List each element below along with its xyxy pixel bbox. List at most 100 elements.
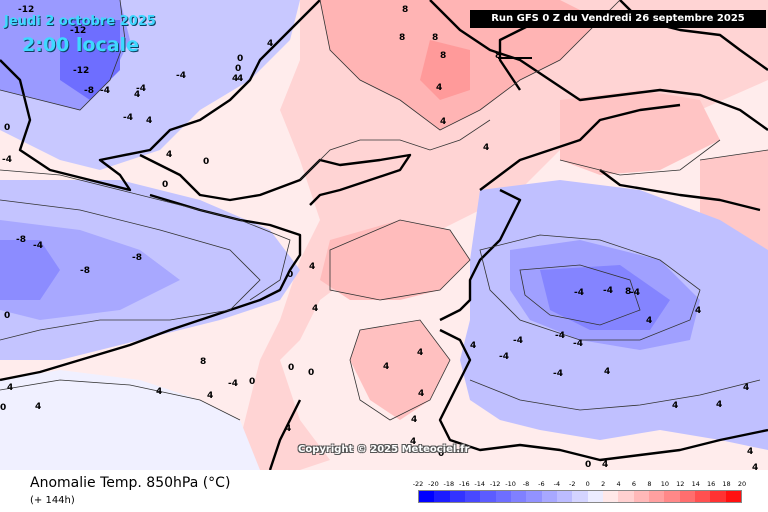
contour-label: 4: [35, 402, 41, 412]
color-scale-swatch: [419, 491, 435, 502]
color-scale-swatch: [510, 491, 527, 502]
color-scale-swatch: [434, 491, 450, 502]
contour-label: 4: [285, 424, 291, 434]
color-scale-tick-label: 2: [601, 480, 606, 488]
contour-label: 4: [383, 362, 389, 372]
run-banner: Run GFS 0 Z du Vendredi 26 septembre 202…: [470, 10, 766, 28]
contour-label: 4: [695, 306, 701, 316]
contour-label: 8: [440, 51, 446, 61]
contour-label: 4: [470, 341, 476, 351]
contour-label: -4: [573, 339, 583, 349]
coastlines: [0, 0, 768, 470]
map-title: Anomalie Temp. 850hPa (°C): [30, 475, 231, 491]
cold-anomaly-zones: [0, 0, 768, 470]
contour-label: 0: [235, 64, 241, 74]
copyright-notice: Copyright © 2025 Meteociel.fr: [298, 444, 470, 455]
color-scale-tick-label: -2: [569, 480, 576, 488]
color-scale-swatch: [602, 491, 619, 502]
color-scale-tick-label: -10: [505, 480, 516, 488]
contour-label: 4: [716, 400, 722, 410]
color-scale-swatch: [648, 491, 665, 502]
color-scale-tick-label: -8: [522, 480, 530, 488]
contour-label: 0: [308, 368, 314, 378]
contour-label: -12: [70, 26, 86, 36]
contour-label: 4: [417, 348, 423, 358]
color-scale-tick-label: 20: [737, 480, 747, 488]
contour-label: 4: [7, 383, 13, 393]
color-scale-swatch: [526, 491, 542, 502]
contour-label: -12: [73, 66, 89, 76]
color-scale-bar: [418, 490, 742, 503]
contour-label: 0: [4, 123, 10, 133]
color-scale-swatch: [556, 491, 573, 502]
contour-label: 4: [309, 262, 315, 272]
color-scale-tick-label: -14: [474, 480, 486, 488]
contour-label: 0: [585, 460, 591, 470]
contour-label: 8: [625, 287, 631, 297]
color-scale-tick-label: -4: [553, 480, 561, 488]
color-scale-swatch: [725, 491, 741, 502]
contour-label: 4: [418, 389, 424, 399]
color-scale-tick-label: 8: [647, 480, 652, 488]
contour-label: -4: [603, 286, 613, 296]
contour-label: 4: [483, 143, 489, 153]
color-scale-tick-label: 12: [676, 480, 685, 488]
contour-label: 8: [399, 33, 405, 43]
contour-label: -4: [100, 86, 110, 96]
contour-label: 0: [203, 157, 209, 167]
contour-label: -4: [176, 71, 186, 81]
contour-label: 0: [438, 449, 444, 459]
contour-label: -4: [553, 369, 563, 379]
contour-label: 0: [162, 180, 168, 190]
contour-label: 0: [287, 270, 293, 280]
color-scale-swatch: [587, 491, 603, 502]
forecast-date: Jeudi 2 octobre 2025: [4, 14, 156, 29]
color-scale-legend: -22 -20 -18 -16 -14 -12 -10 -8 -6 -4 -2 0 2 4 6 8 10 12 14…: [412, 480, 750, 508]
contour-label: 4: [436, 83, 442, 93]
contour-label: 0: [4, 311, 10, 321]
color-scale-swatch: [618, 491, 634, 502]
contour-label: 4: [166, 150, 172, 160]
forecast-time: 2:00 locale: [22, 34, 139, 56]
color-scale-tick-label: 16: [707, 480, 716, 488]
contour-label: -4: [33, 241, 43, 251]
color-scale-swatch: [633, 491, 649, 502]
warm-anomaly-zones: [240, 0, 768, 470]
color-scale-tick-label: 10: [660, 480, 669, 488]
color-scale-swatch: [664, 491, 680, 502]
color-scale-tick-label: 6: [631, 480, 637, 488]
contour-label: 4: [134, 90, 140, 100]
color-scale-tick-label: -12: [489, 480, 501, 488]
contour-label: -4: [555, 331, 565, 341]
contour-label: 4: [743, 383, 749, 393]
contour-label: 0: [0, 403, 6, 413]
color-scale-swatch: [495, 491, 511, 502]
contour-label: 8: [200, 357, 206, 367]
contour-label: 4: [646, 316, 652, 326]
color-scale-tick-label: 4: [616, 480, 621, 488]
color-scale-swatch: [541, 491, 557, 502]
contour-label: -4: [123, 113, 133, 123]
color-scale-tick-label: -22: [412, 480, 424, 488]
contour-label: 4: [156, 387, 162, 397]
contour-label: 4: [207, 391, 213, 401]
color-scale-swatch: [464, 491, 481, 502]
color-scale-tick-label: 14: [691, 480, 700, 488]
color-scale-tick-label: -18: [443, 480, 455, 488]
color-scale-swatch: [572, 491, 588, 502]
color-scale-tick-label: 18: [722, 480, 731, 488]
color-scale-swatch: [694, 491, 711, 502]
contour-label: 4: [312, 304, 318, 314]
contour-label: 8: [402, 5, 408, 15]
color-scale-swatch: [449, 491, 465, 502]
contour-label: 4: [411, 415, 417, 425]
contour-label: 4: [146, 116, 152, 126]
map-subtitle: (+ 144h): [30, 495, 75, 506]
contour-label: 4: [747, 447, 753, 457]
contour-label: -4: [136, 84, 146, 94]
contour-label: 4: [672, 401, 678, 411]
temperature-anomaly-map: -12 -12 -12 -8 -4 0 0 4 4 8 8 8 8 8 4 4 4 0 0 4 4 4 4 0 -4 -8 -8 -8…: [0, 0, 768, 470]
contour-label: 0: [288, 363, 294, 373]
contour-label: 4: [752, 463, 758, 470]
